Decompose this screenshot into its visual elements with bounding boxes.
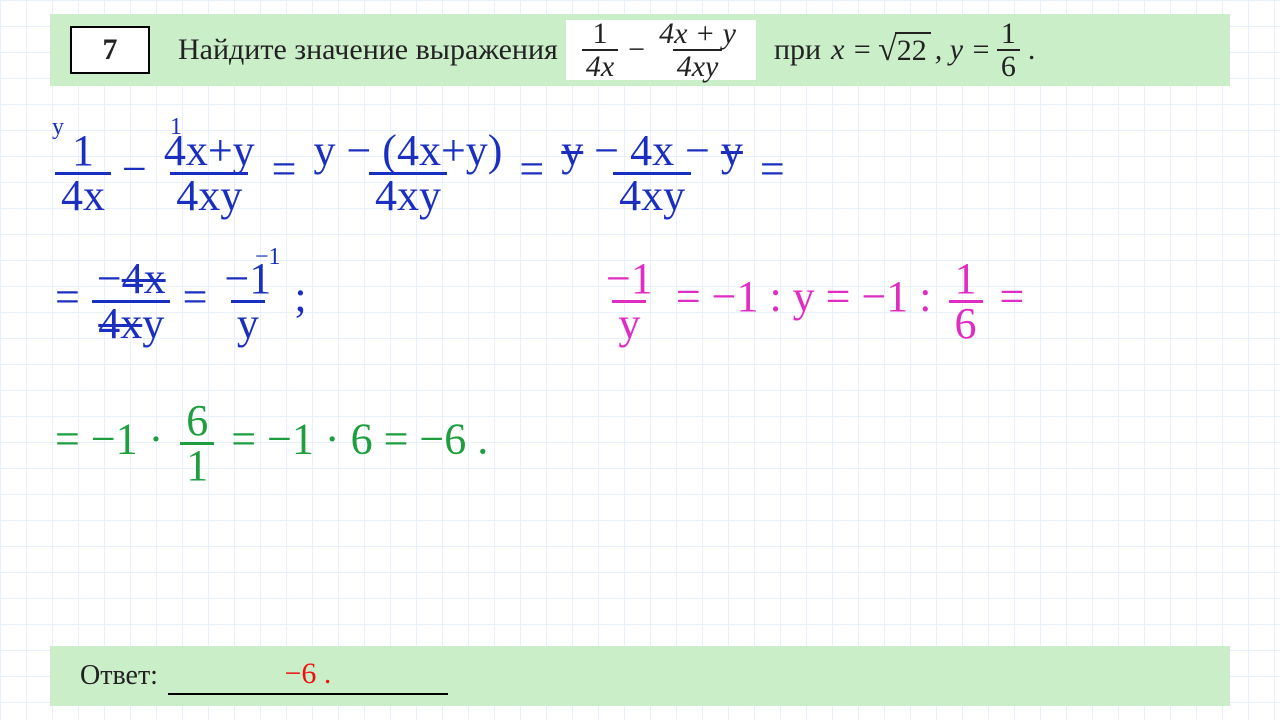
h1b-d: 4xy [369,172,447,217]
h2a-d: 4xy [92,300,170,345]
expr-t1-den: 4x [582,49,618,83]
mag1-d: y [612,300,646,345]
mag3-n: 1 [949,258,983,300]
problem-number: 7 [70,26,150,74]
prompt-after: при [774,33,821,67]
h2a-n: −4x [91,258,172,300]
h1c-d: 4xy [613,172,691,217]
mag1-n: −1 [600,258,659,300]
answer-label: Ответ: [80,660,158,692]
h2a-4x: 4x [122,254,166,303]
mag2: = −1 : y = −1 : [676,272,932,321]
expr-term1: 1 4x [582,18,618,83]
h1b-n: y − (4x+y) [307,130,508,172]
sup-1: 1 [170,114,182,141]
work-line-2-magenta: −1 y = −1 : y = −1 : 1 6 = [600,258,1024,345]
given-y-num: 1 [997,18,1020,50]
h3f-n: 6 [180,400,214,442]
period: . [1028,33,1036,67]
answer-bar: Ответ: −6 . [50,646,1230,706]
expr-t2-den: 4xy [673,49,723,83]
expr-t1-num: 1 [588,18,611,50]
sqrt-icon: √22 [878,31,931,69]
h2b-d: y [231,300,265,345]
graph-paper-grid [0,0,1280,720]
h1-f1d: 4x [55,172,111,217]
h1c-y2: y [721,126,743,175]
given-x-value: 22 [895,32,931,68]
expr-op: − [628,33,645,67]
given-y-label: , y = [935,33,991,67]
h3b: = −1 · 6 = −6 . [231,414,488,463]
answer-value: −6 . [168,657,448,695]
work-line-1: 1 4x − 4x+y 4xy = y − (4x+y) 4xy = y − 4… [55,130,785,217]
problem-bar: 7 Найдите значение выражения 1 4x − 4x +… [50,14,1230,86]
h1-f2d: 4xy [170,172,248,217]
h3a: = −1 · [55,414,163,463]
reduce-1: −1 [255,244,281,271]
given-x-label: x = [831,33,872,67]
h1c-mid: − 4x − [594,126,710,175]
h1c-y1: y [561,126,583,175]
expr-t2-num: 4x + y [655,18,740,50]
given-y-den: 6 [997,49,1020,83]
work-line-3: = −1 · 6 1 = −1 · 6 = −6 . [55,400,488,487]
expression-box: 1 4x − 4x + y 4xy [566,20,756,80]
sup-y: y [52,114,64,141]
given-y-frac: 1 6 [997,18,1020,83]
mag4: = [1000,272,1025,321]
mag3-d: 6 [949,300,983,345]
h3f-d: 1 [180,442,214,487]
h1-f1n: 1 [66,130,100,172]
prompt-before: Найдите значение выражения [178,33,558,67]
h2-sep: ; [294,272,306,321]
h1c-n: y − 4x − y [555,130,749,172]
expr-term2: 4x + y 4xy [655,18,740,83]
